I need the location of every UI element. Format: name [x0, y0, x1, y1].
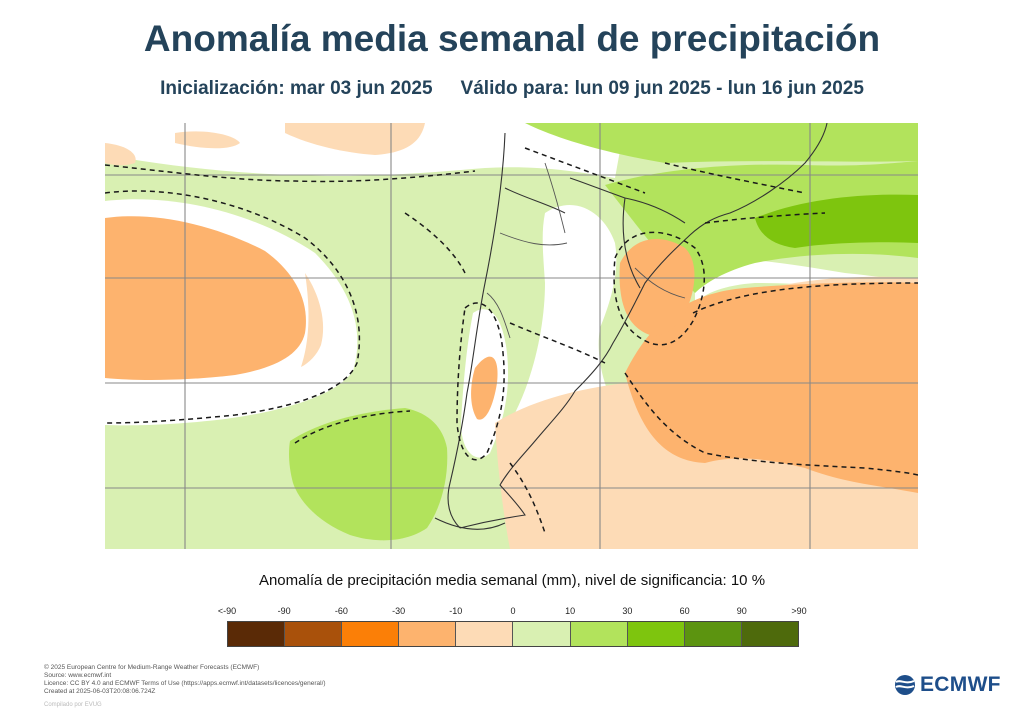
legend-swatch: [570, 622, 628, 646]
legend-tick: >90: [791, 606, 807, 616]
page-title: Anomalía media semanal de precipitación: [143, 18, 881, 59]
legend-tick: -10: [449, 606, 463, 616]
credit-line: © 2025 European Centre for Medium-Range …: [44, 664, 260, 671]
legend-tick: <-90: [217, 606, 237, 616]
dry-patch-north-1: [175, 131, 240, 149]
wet-anomaly-south-pacific: [289, 408, 448, 541]
wet-anomaly-core: [755, 194, 918, 248]
legend-swatch: [285, 622, 343, 646]
legend-tick: 60: [679, 606, 690, 616]
legend-swatch: [399, 622, 457, 646]
dry-patch-patagonia: [471, 356, 498, 420]
legend-tick: -30: [392, 606, 406, 616]
dry-anomaly-atlantic: [625, 282, 918, 493]
dry-anomaly-rio-grande: [619, 238, 695, 336]
country-borders: [486, 162, 686, 339]
precipitation-anomaly-map: [105, 123, 918, 549]
graticule: [105, 123, 918, 549]
legend-swatch: [456, 622, 514, 646]
legend-tick: 10: [565, 606, 576, 616]
credit-line: Created at 2025-06-03T20:08:06.724Z: [44, 688, 156, 695]
ecmwf-logo[interactable]: ECMWF: [893, 673, 1001, 697]
credit-line: Source: www.ecmwf.int: [44, 672, 112, 679]
legend-tick: -90: [277, 606, 291, 616]
legend-swatch: [627, 622, 685, 646]
dry-patch-north-2: [285, 123, 425, 155]
dry-fringe-west: [301, 273, 324, 367]
legend-tick: 30: [622, 606, 633, 616]
subtitle: Inicialización: mar 03 jun 2025 Válido pa…: [0, 78, 1024, 100]
legend-title: Anomalía de precipitación media semanal …: [258, 572, 766, 589]
legend-colorbar: [227, 621, 799, 647]
dry-anomaly-west-pacific: [105, 216, 306, 380]
legend-swatch: [684, 622, 742, 646]
valid-period: Válido para: lun 09 jun 2025 - lun 16 ju…: [460, 78, 864, 99]
credit-line: Licence: CC BY 4.0 and ECMWF Terms of Us…: [44, 680, 326, 687]
compiled-by: Compilado por EVUG: [44, 702, 102, 708]
legend-tick: -60: [334, 606, 348, 616]
legend-swatch: [741, 622, 798, 646]
logo-text: ECMWF: [920, 673, 1001, 696]
ecmwf-logo-icon: [895, 675, 915, 695]
credits: © 2025 European Centre for Medium-Range …: [44, 664, 326, 696]
significance-contours: [105, 147, 918, 534]
neutral-zone-river-plate: [515, 204, 617, 420]
legend-swatch: [342, 622, 400, 646]
legend-swatch: [513, 622, 571, 646]
wet-anomaly-north-edge: [525, 123, 918, 163]
legend-swatch: [228, 622, 286, 646]
dry-patch-north-3: [105, 143, 136, 166]
initialization-date: Inicialización: mar 03 jun 2025: [160, 78, 433, 99]
legend-tick: 0: [510, 606, 516, 616]
legend-ticks: <-90 -90 -60 -30 -10 0 10 30 60 90 >90: [218, 606, 807, 620]
legend-tick: 90: [736, 606, 747, 616]
neutral-zone-atlantic: [695, 258, 918, 303]
